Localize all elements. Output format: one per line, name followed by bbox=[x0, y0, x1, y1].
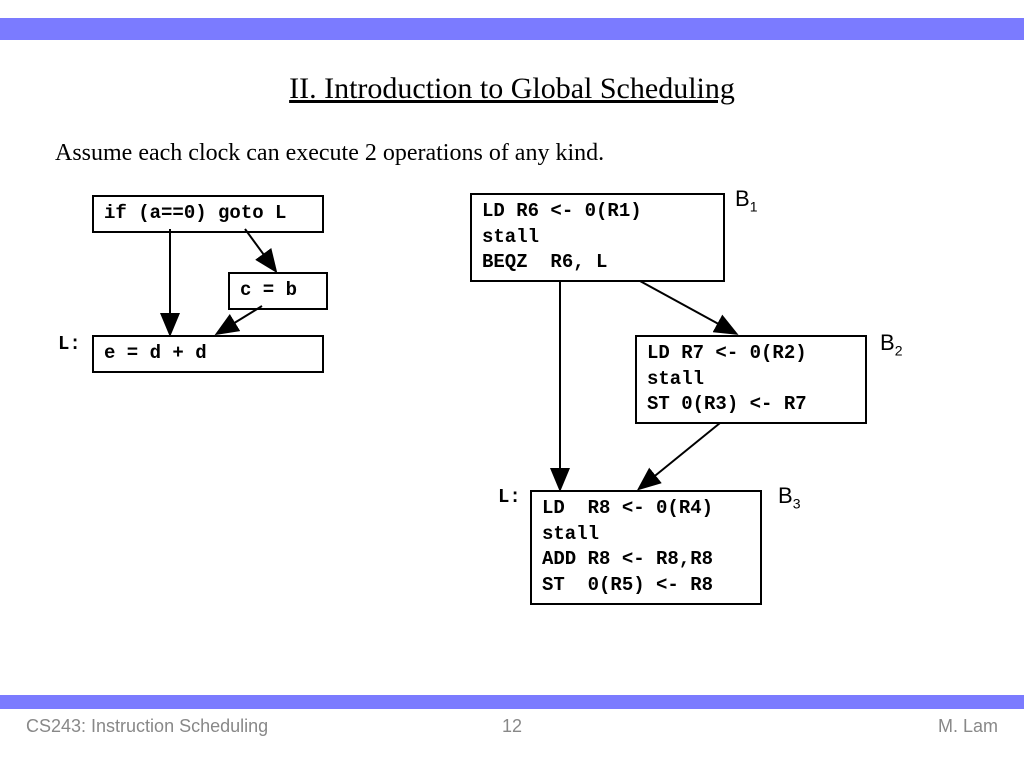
slide-title: II. Introduction to Global Scheduling bbox=[0, 72, 1024, 106]
right-box-b3: LD R8 <- 0(R4) stall ADD R8 <- R8,R8 ST … bbox=[530, 490, 762, 605]
left-box-if: if (a==0) goto L bbox=[92, 195, 324, 233]
footer-page-number: 12 bbox=[0, 716, 1024, 737]
slide-subtitle: Assume each clock can execute 2 operatio… bbox=[55, 140, 604, 167]
right-label-B1: B1 bbox=[735, 186, 757, 214]
top-accent-bar bbox=[0, 18, 1024, 40]
right-box-b1: LD R6 <- 0(R1) stall BEQZ R6, L bbox=[470, 193, 725, 282]
left-box-cb: c = b bbox=[228, 272, 328, 310]
left-label-L: L: bbox=[58, 333, 81, 355]
left-box-edd: e = d + d bbox=[92, 335, 324, 373]
footer-right: M. Lam bbox=[938, 716, 998, 737]
right-label-B2: B2 bbox=[880, 330, 902, 358]
footer-accent-bar bbox=[0, 695, 1024, 709]
right-label-L: L: bbox=[498, 486, 521, 508]
arrows-svg bbox=[0, 0, 1024, 768]
right-box-b2: LD R7 <- 0(R2) stall ST 0(R3) <- R7 bbox=[635, 335, 867, 424]
right-label-B3: B3 bbox=[778, 483, 800, 511]
